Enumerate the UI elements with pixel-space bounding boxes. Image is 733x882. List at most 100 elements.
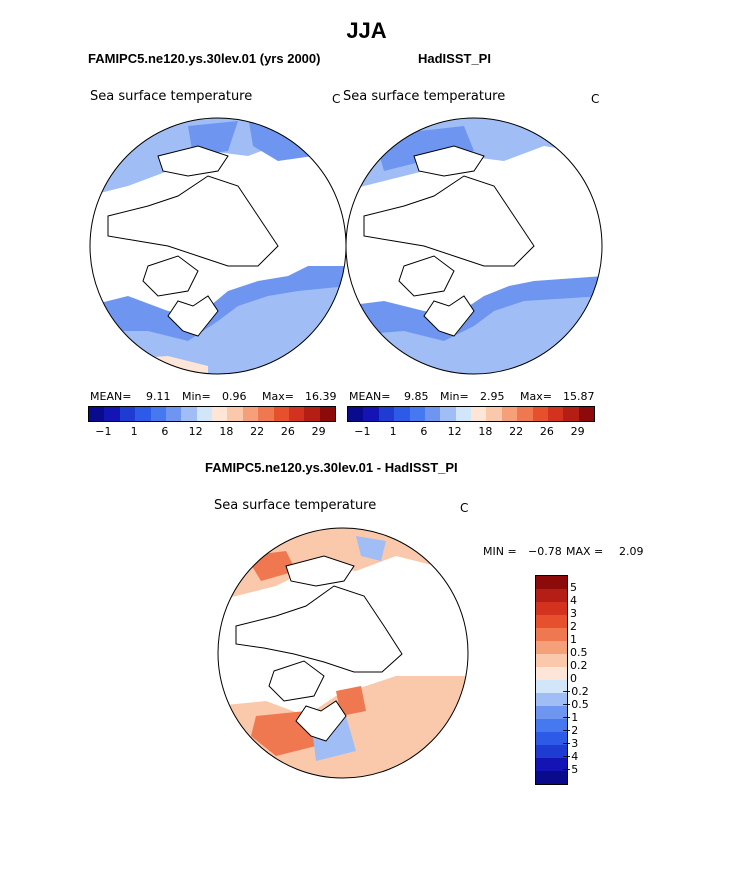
- colorbar-swatch: [348, 407, 364, 421]
- diff-colorbar-label: 4: [570, 594, 577, 607]
- right-units-label: C: [591, 92, 600, 106]
- left-land-europe: [167, 295, 219, 337]
- diff-case-name: FAMIPC5.ne120.ys.30lev.01 - HadISST_PI: [205, 460, 458, 475]
- colorbar-swatch: [135, 407, 151, 421]
- diff-colorbar-swatch: [536, 771, 567, 784]
- right-land-europe: [423, 295, 475, 337]
- left-variable-label: Sea surface temperature: [90, 89, 253, 104]
- diff-land-europe: [295, 700, 347, 742]
- colorbar-swatch: [532, 407, 548, 421]
- diff-colorbar-labels: 5 4 3 2 1 0.5 0.2 0 −0.2 −0.5 −1 −2 −3 −4 −5: [562, 575, 610, 785]
- diff-colorbar-label: 2: [570, 620, 577, 633]
- diff-min-label: MIN =: [483, 545, 517, 558]
- diff-colorbar-swatch: [536, 719, 567, 732]
- colorbar-tick-label: 18: [478, 425, 493, 438]
- colorbar-swatch: [547, 407, 564, 421]
- colorbar-swatch: [578, 407, 594, 421]
- colorbar-swatch: [273, 407, 289, 421]
- diff-min-value: −0.78: [528, 545, 562, 558]
- left-land-greenland: [142, 255, 199, 297]
- colorbar-tick-label: 18: [219, 425, 234, 438]
- right-case-name: HadISST_PI: [418, 51, 491, 66]
- diff-colorbar-label: −3: [562, 737, 579, 750]
- colorbar-tick-label: 6: [161, 425, 169, 438]
- colorbar-swatch: [89, 407, 105, 421]
- colorbar-tick-label: 1: [389, 425, 397, 438]
- colorbar-swatch: [212, 407, 228, 421]
- diff-land-asia-north: [285, 555, 355, 587]
- diff-map-outline: [217, 527, 469, 779]
- colorbar-swatch: [104, 407, 120, 421]
- diff-colorbar-label: 5: [570, 581, 577, 594]
- diff-colorbar-swatch: [536, 602, 567, 615]
- colorbar-tick-label: 29: [311, 425, 326, 438]
- diff-colorbar-swatch: [536, 576, 567, 589]
- left-min-label: Min=: [182, 390, 211, 403]
- colorbar-swatch: [181, 407, 197, 421]
- diff-colorbar-swatch: [536, 654, 567, 667]
- diff-colorbar-label: 1: [570, 633, 577, 646]
- right-land-asia-north: [413, 145, 485, 177]
- colorbar-swatch: [563, 407, 579, 421]
- colorbar-swatch: [304, 407, 320, 421]
- diff-colorbar: [535, 575, 568, 785]
- colorbar-swatch: [394, 407, 410, 421]
- left-min-value: 0.96: [222, 390, 247, 403]
- colorbar-tick-label: 26: [280, 425, 295, 438]
- colorbar-swatch: [378, 407, 395, 421]
- diff-colorbar-label: −0.2: [562, 685, 589, 698]
- colorbar-tick-label: 12: [447, 425, 462, 438]
- right-colorbar-ticks: −1 1 6 12 18 22 26 29: [347, 425, 595, 439]
- left-land-continent: [107, 175, 279, 267]
- colorbar-swatch: [440, 407, 456, 421]
- right-max-value: 15.87: [563, 390, 595, 403]
- colorbar-swatch: [242, 407, 259, 421]
- diff-colorbar-label: −2: [562, 724, 579, 737]
- colorbar-swatch: [319, 407, 335, 421]
- colorbar-tick-label: 1: [130, 425, 138, 438]
- left-mean-label: MEAN=: [90, 390, 132, 403]
- colorbar-swatch: [424, 407, 441, 421]
- diff-polar-map: [217, 527, 469, 779]
- colorbar-swatch: [517, 407, 533, 421]
- diff-units-label: C: [460, 501, 469, 515]
- diff-variable-label: Sea surface temperature: [214, 498, 377, 513]
- diff-south-red-2: [336, 686, 366, 716]
- diff-colorbar-swatch: [536, 680, 567, 693]
- colorbar-tick-label: −1: [95, 425, 112, 438]
- right-map-outline: [345, 117, 603, 375]
- right-mean-label: MEAN=: [349, 390, 391, 403]
- left-units-label: C: [332, 92, 341, 106]
- colorbar-swatch: [363, 407, 379, 421]
- colorbar-swatch: [455, 407, 471, 421]
- colorbar-swatch: [227, 407, 243, 421]
- diff-colorbar-swatch: [536, 758, 567, 771]
- left-polar-map: [89, 117, 347, 375]
- diff-colorbar-swatch: [536, 628, 567, 641]
- colorbar-tick-label: −1: [354, 425, 371, 438]
- diff-colorbar-label: 0.5: [570, 646, 588, 659]
- colorbar-tick-label: 22: [509, 425, 524, 438]
- diff-colorbar-label: −1: [562, 711, 579, 724]
- diff-colorbar-swatch: [536, 745, 567, 758]
- diff-colorbar-swatch: [536, 706, 567, 719]
- colorbar-swatch: [486, 407, 502, 421]
- left-colorbar: [88, 406, 336, 422]
- left-ocean-south-cold: [90, 286, 346, 374]
- diff-colorbar-swatch: [536, 732, 567, 745]
- right-min-value: 2.95: [480, 390, 505, 403]
- diff-colorbar-swatch: [536, 693, 567, 706]
- right-land-continent: [363, 175, 535, 267]
- diff-colorbar-label: 3: [570, 607, 577, 620]
- colorbar-swatch: [409, 407, 425, 421]
- left-land-asia-north: [157, 145, 229, 177]
- left-max-label: Max=: [262, 390, 294, 403]
- right-variable-label: Sea surface temperature: [343, 89, 506, 104]
- diff-colorbar-swatch: [536, 615, 567, 628]
- colorbar-tick-label: 22: [250, 425, 265, 438]
- diff-max-value: 2.09: [619, 545, 644, 558]
- left-max-value: 16.39: [305, 390, 337, 403]
- colorbar-swatch: [196, 407, 212, 421]
- diff-colorbar-label: −0.5: [562, 698, 589, 711]
- diff-land-greenland: [268, 660, 325, 702]
